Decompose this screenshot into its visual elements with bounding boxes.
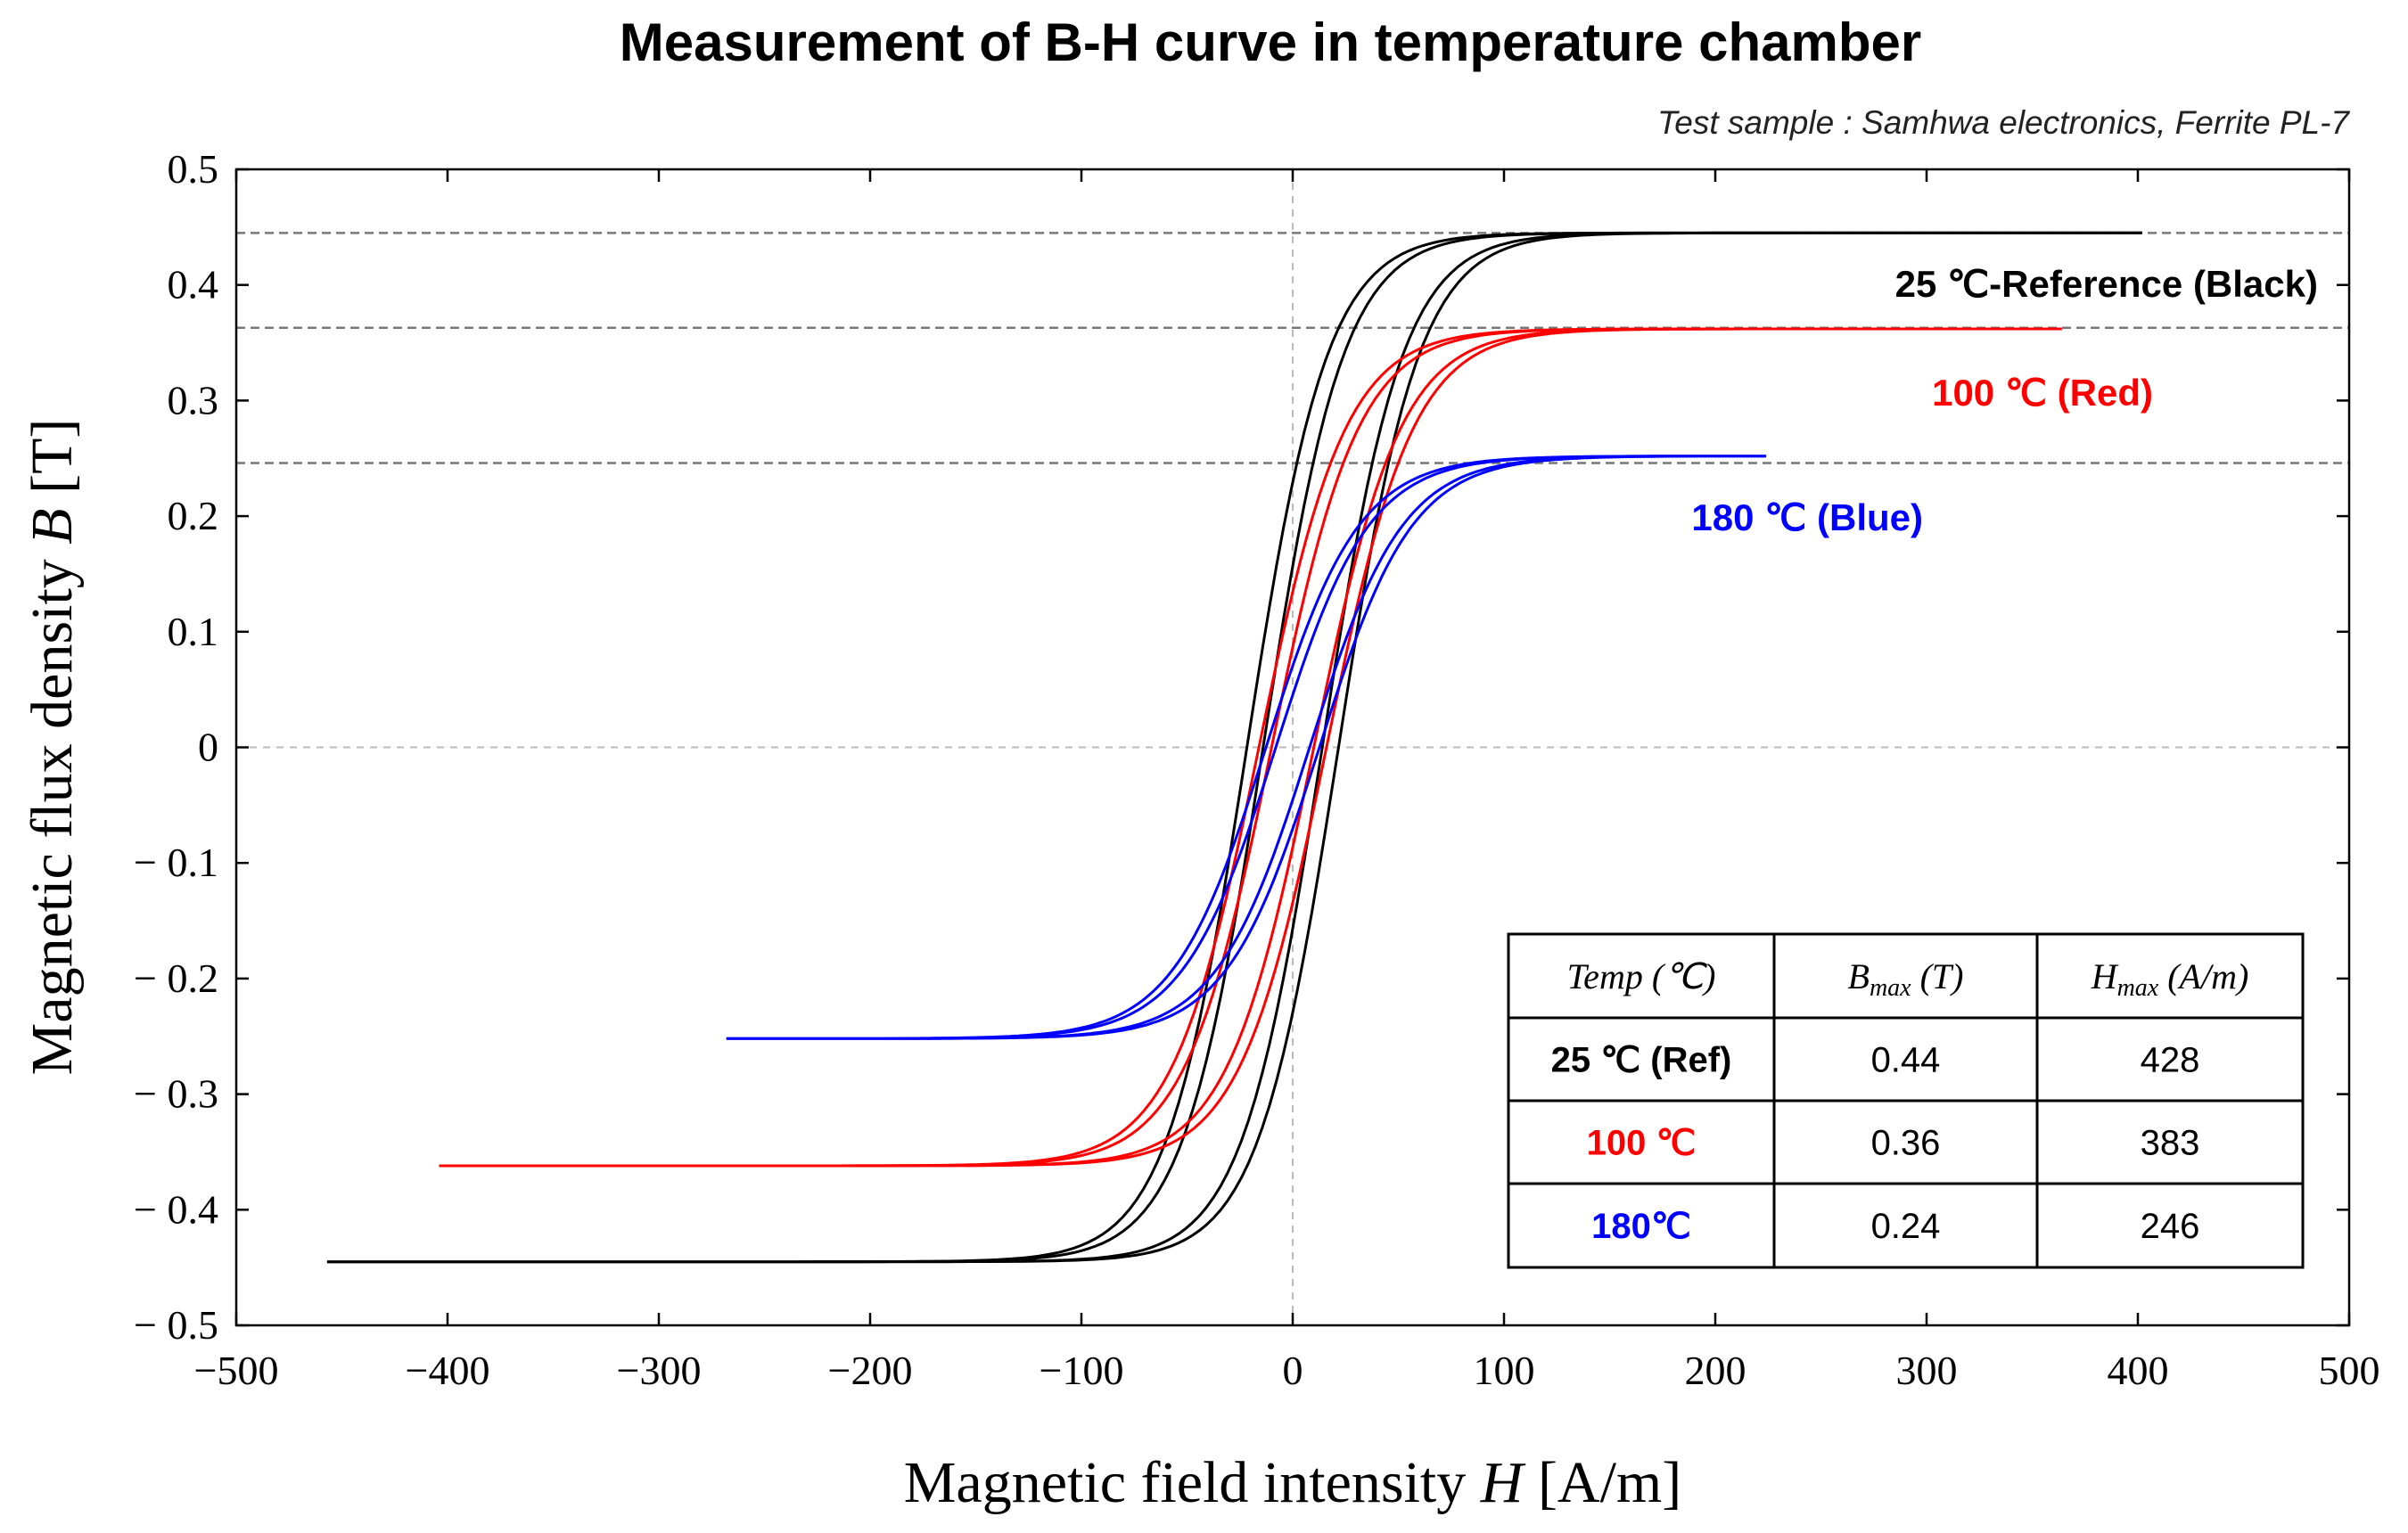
- y-tick-label: − 0.2: [134, 955, 218, 1001]
- x-tick-label: −100: [1040, 1348, 1124, 1393]
- x-tick-label: −500: [194, 1348, 279, 1393]
- x-tick-label: 300: [1896, 1348, 1958, 1393]
- x-axis-label: Magnetic field intensity H [A/m]: [904, 1450, 1681, 1515]
- x-tick-label: −400: [406, 1348, 490, 1393]
- x-tick-label: 200: [1685, 1348, 1746, 1393]
- axis-ticks: −500 −400 −300 −200 −100 0 100 200 300 400 500 0.5 0…: [134, 146, 2379, 1393]
- y-tick-label: 0.3: [168, 377, 219, 422]
- x-tick-label: 0: [1283, 1348, 1303, 1393]
- y-axis-label: Magnetic flux density B [T]: [20, 419, 85, 1076]
- table-cell-bmax: 0.36: [1871, 1124, 1941, 1163]
- x-axis-label-text: Magnetic field intensity: [904, 1450, 1481, 1515]
- chart-subtitle: Test sample : Samhwa electronics, Ferrit…: [1657, 104, 2350, 141]
- table-cell-temp: 25 ℃ (Ref): [1551, 1041, 1732, 1080]
- y-tick-label: 0.2: [168, 493, 219, 538]
- series-loop-2-1: [726, 455, 1766, 1040]
- table-cell-temp: 180℃: [1591, 1207, 1691, 1246]
- chart-title: Measurement of B-H curve in temperature …: [620, 12, 1921, 72]
- y-tick-label: 0.1: [168, 609, 219, 654]
- table-header-hmax: Hmax (A/m): [2091, 956, 2249, 1002]
- table-cell-hmax: 428: [2141, 1041, 2200, 1080]
- y-tick-label: 0.4: [168, 262, 219, 307]
- table-header-subscript: max: [2117, 974, 2159, 1002]
- series-label-0: 25 ℃-Reference (Black): [1895, 263, 2318, 305]
- y-tick-label: 0: [198, 725, 218, 770]
- series-loop-0-1: [326, 231, 2142, 1264]
- x-tick-label: −200: [828, 1348, 913, 1393]
- table-cell-hmax: 246: [2141, 1207, 2200, 1246]
- y-tick-label: 0.5: [168, 146, 219, 192]
- table-header-symbol: H: [2091, 956, 2119, 996]
- series-label-1: 100 ℃ (Red): [1932, 372, 2153, 414]
- table-cell-bmax: 0.44: [1871, 1041, 1941, 1080]
- y-axis-label-unit: [T]: [20, 419, 85, 509]
- series-labels: 25 ℃-Reference (Black) 100 ℃ (Red) 180 ℃ (…: [1691, 263, 2318, 538]
- series-layer: [326, 231, 2142, 1264]
- table-cell-hmax: 383: [2141, 1124, 2200, 1163]
- x-axis-label-symbol: H: [1480, 1450, 1526, 1515]
- grid-layer: [236, 169, 2349, 1325]
- x-tick-label: 500: [2319, 1348, 2380, 1393]
- table-header-temp: Temp (℃): [1567, 956, 1716, 996]
- y-axis-label-symbol: B: [20, 508, 85, 544]
- y-tick-label: − 0.1: [134, 840, 218, 885]
- x-tick-label: 400: [2108, 1348, 2169, 1393]
- table-header-symbol: B: [1848, 956, 1870, 996]
- x-tick-label: 100: [1474, 1348, 1535, 1393]
- y-tick-label: − 0.3: [134, 1071, 218, 1117]
- y-axis-label-text: Magnetic flux density: [20, 545, 85, 1076]
- table-cell-bmax: 0.24: [1871, 1207, 1941, 1246]
- table-header-unit: (A/m): [2158, 956, 2248, 996]
- x-tick-label: −300: [617, 1348, 702, 1393]
- table-header-unit: (T): [1911, 956, 1964, 996]
- table-header-subscript: max: [1870, 974, 1911, 1002]
- x-axis-label-unit: [A/m]: [1523, 1450, 1681, 1515]
- series-label-2: 180 ℃ (Blue): [1691, 496, 1923, 538]
- bmax-hmax-table: Temp (℃) Bmax (T) Hmax (A/m) 25 ℃ (Ref) 0.44…: [1507, 932, 2305, 1269]
- table-header-bmax: Bmax (T): [1848, 956, 1964, 1002]
- y-tick-label: − 0.4: [134, 1186, 218, 1232]
- series-loop-1-1: [439, 327, 2062, 1168]
- table-cell-temp: 100 ℃: [1587, 1124, 1697, 1163]
- y-tick-label: − 0.5: [134, 1302, 218, 1348]
